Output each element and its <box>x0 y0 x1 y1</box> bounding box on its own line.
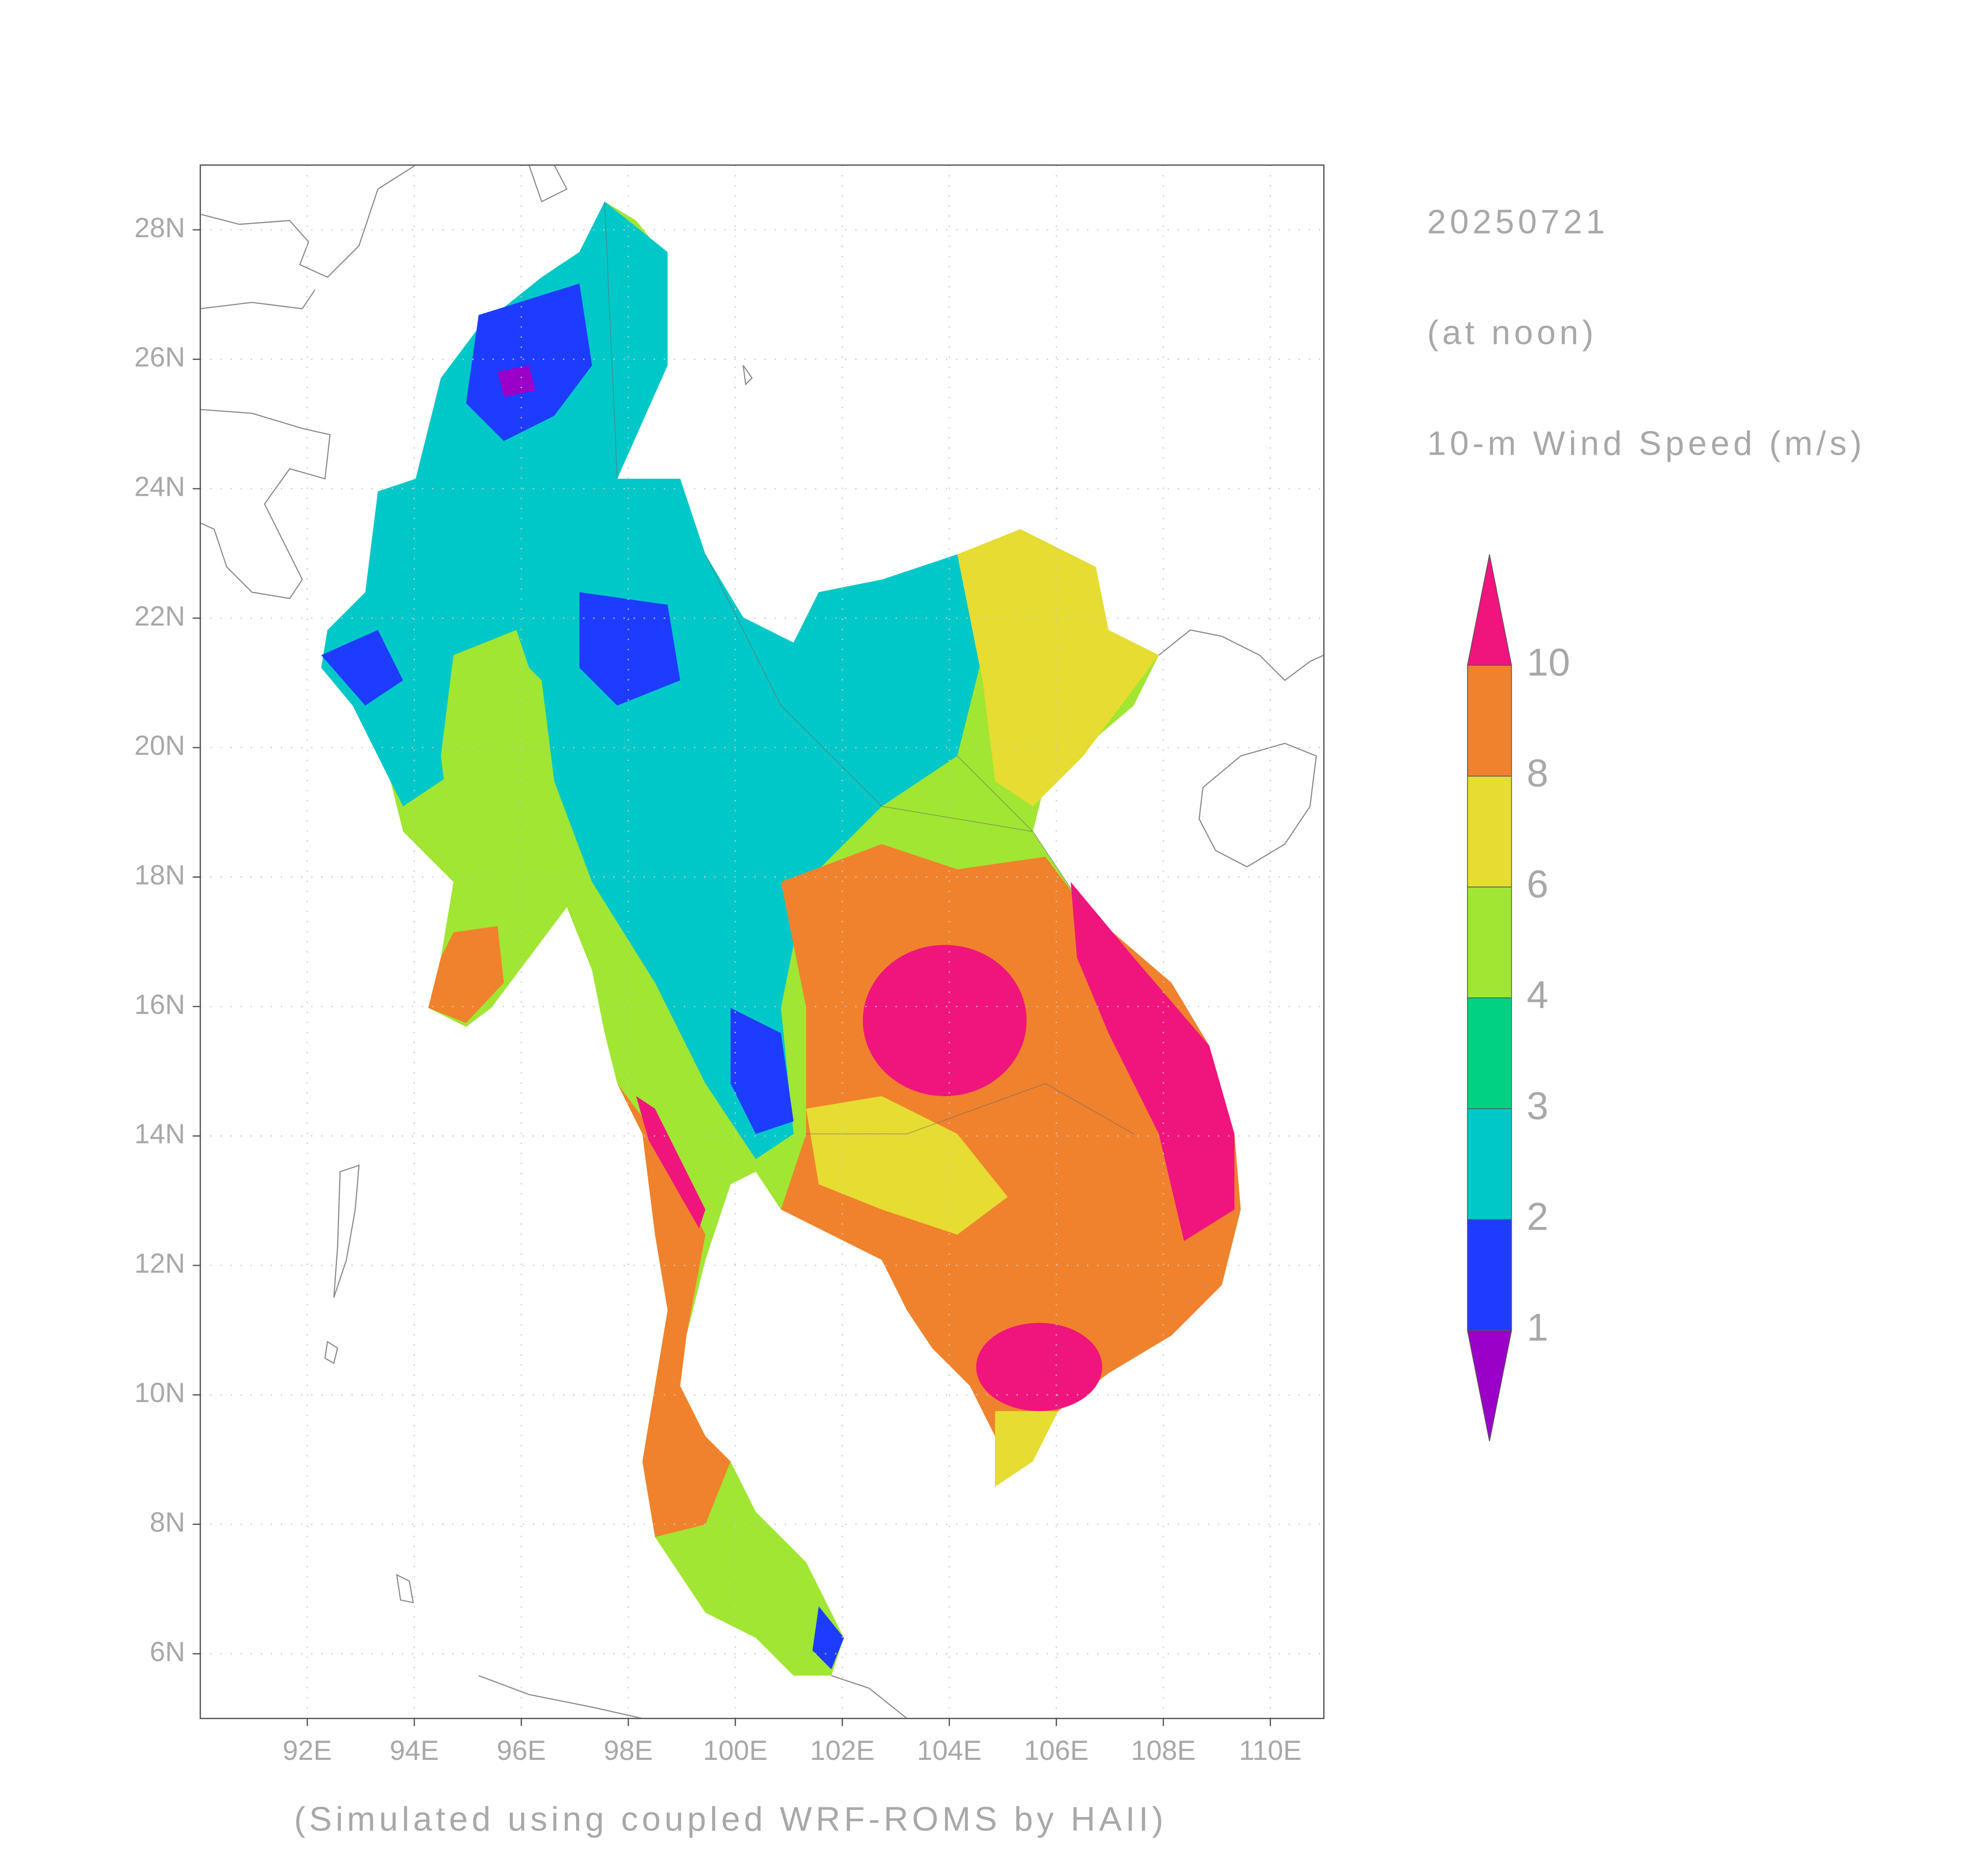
colorbar-box <box>1467 997 1512 1110</box>
colorbar-label: 10 <box>1526 640 1570 684</box>
colorbar-box <box>1467 1219 1512 1331</box>
x-tick-label: 98E <box>604 1735 653 1766</box>
y-tick-label: 10N <box>134 1378 185 1408</box>
coastline <box>528 165 568 203</box>
grid <box>200 165 1324 1719</box>
field-region <box>441 630 567 958</box>
coastline <box>742 365 753 386</box>
field-region <box>498 365 535 397</box>
colorbar-label: 1 <box>1526 1306 1548 1349</box>
field-region <box>321 630 403 706</box>
x-tick-label: 92E <box>283 1735 332 1766</box>
x-tick-label: 108E <box>1131 1735 1196 1766</box>
field-region <box>1070 882 1235 1241</box>
field-region <box>730 1008 794 1134</box>
colorbar-label: 8 <box>1526 751 1548 795</box>
x-tick-label: 94E <box>389 1735 439 1766</box>
field-region <box>428 926 504 1023</box>
coastline <box>200 409 331 599</box>
y-tick-label: 6N <box>150 1637 185 1667</box>
colorbar-box <box>1467 665 1512 777</box>
field-region <box>976 1323 1102 1411</box>
time: (at noon) <box>1427 314 1597 352</box>
colorbar-over <box>1467 554 1512 666</box>
coastline <box>396 1574 414 1604</box>
x-tick-label: 104E <box>917 1735 982 1766</box>
colorbar-label: 6 <box>1526 862 1548 906</box>
field-region <box>466 283 592 441</box>
coastline <box>324 1340 339 1364</box>
colorbar-label: 4 <box>1526 973 1548 1017</box>
field-region <box>579 592 681 706</box>
field-region <box>730 1512 832 1676</box>
hainan <box>1198 742 1317 868</box>
x-tick-label: 100E <box>703 1735 768 1766</box>
y-tick-label: 28N <box>134 213 185 243</box>
axes: 92E 94E 96E 98E 100E 102E 104E 106E 108E 110E 6N 8N… <box>134 213 1302 1766</box>
x-tick-label: 106E <box>1024 1735 1089 1766</box>
map-frame <box>200 164 1325 1719</box>
y-tick-label: 8N <box>150 1507 185 1538</box>
colorbar-box <box>1467 886 1512 998</box>
colorbar-box <box>1467 775 1512 888</box>
x-tick-label: 96E <box>497 1735 546 1766</box>
x-tick-label: 110E <box>1239 1735 1301 1766</box>
colorbar-label: 3 <box>1526 1084 1548 1127</box>
field-region <box>995 1411 1058 1487</box>
y-tick-label: 18N <box>134 860 185 891</box>
coastline <box>333 1164 360 1298</box>
field-region <box>957 529 1159 807</box>
y-tick-label: 16N <box>134 989 185 1020</box>
colorbar: 1 2 3 4 6 8 10 <box>1467 554 1570 1441</box>
coastline <box>478 1675 643 1719</box>
credit: (Simulated using coupled WRF-ROMS by HAI… <box>294 1801 1167 1838</box>
coastline <box>200 165 416 278</box>
y-tick-label: 20N <box>134 730 185 761</box>
y-tick-label: 14N <box>134 1119 185 1150</box>
colorbar-box <box>1467 1108 1512 1220</box>
coastline <box>1158 629 1324 681</box>
date: 20250721 <box>1427 203 1609 241</box>
map-area <box>200 165 1324 1719</box>
y-tick-label: 12N <box>134 1248 185 1279</box>
y-tick-label: 22N <box>134 601 185 632</box>
x-tick-label: 102E <box>810 1735 875 1766</box>
colorbar-label: 2 <box>1526 1194 1548 1238</box>
title: 10-m Wind Speed (m/s) <box>1427 425 1866 463</box>
border <box>604 201 1134 1135</box>
y-tick-label: 26N <box>134 342 185 373</box>
field-region <box>806 1096 1008 1235</box>
field-region <box>636 1096 706 1229</box>
y-tick-label: 24N <box>134 472 185 502</box>
field-region <box>863 945 1027 1096</box>
coastline <box>831 1675 907 1719</box>
coastline <box>200 289 316 310</box>
field-region <box>617 1083 731 1537</box>
colorbar-under <box>1467 1330 1512 1441</box>
